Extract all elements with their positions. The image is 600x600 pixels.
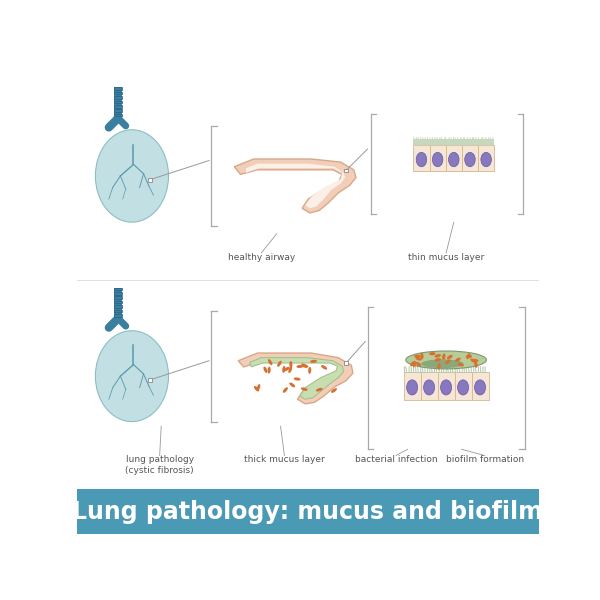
Ellipse shape <box>433 152 443 167</box>
Bar <box>114 92 122 94</box>
Text: biofilm formation: biofilm formation <box>446 455 524 464</box>
Ellipse shape <box>434 354 441 358</box>
Bar <box>413 145 430 172</box>
Bar <box>114 109 122 112</box>
Ellipse shape <box>416 362 421 367</box>
Bar <box>472 372 488 400</box>
Polygon shape <box>250 358 344 399</box>
Bar <box>114 287 122 290</box>
Ellipse shape <box>302 364 308 368</box>
Ellipse shape <box>440 380 452 395</box>
Ellipse shape <box>407 380 418 395</box>
Ellipse shape <box>437 363 440 370</box>
Bar <box>148 178 152 182</box>
Ellipse shape <box>442 353 445 360</box>
Ellipse shape <box>282 366 286 373</box>
Ellipse shape <box>414 355 421 358</box>
Bar <box>430 145 446 172</box>
Bar <box>114 88 122 118</box>
Ellipse shape <box>429 352 436 355</box>
Bar <box>344 169 348 172</box>
Bar <box>114 105 122 107</box>
Text: healthy airway: healthy airway <box>227 253 295 262</box>
Bar <box>404 372 421 400</box>
Ellipse shape <box>421 359 463 368</box>
Ellipse shape <box>310 360 317 363</box>
Text: thick mucus layer: thick mucus layer <box>244 455 325 464</box>
Ellipse shape <box>424 380 434 395</box>
Ellipse shape <box>458 380 469 395</box>
Ellipse shape <box>470 359 476 363</box>
Bar <box>446 145 462 172</box>
Ellipse shape <box>289 361 292 368</box>
Ellipse shape <box>95 331 169 422</box>
Ellipse shape <box>95 130 169 222</box>
Ellipse shape <box>294 377 301 380</box>
Ellipse shape <box>283 367 290 371</box>
Ellipse shape <box>316 388 323 392</box>
Bar <box>455 372 472 400</box>
Ellipse shape <box>472 359 478 362</box>
Ellipse shape <box>449 152 459 167</box>
Ellipse shape <box>254 386 259 391</box>
Text: thin mucus layer: thin mucus layer <box>408 253 484 262</box>
Ellipse shape <box>263 367 268 373</box>
Ellipse shape <box>466 355 472 358</box>
Ellipse shape <box>458 363 464 367</box>
Ellipse shape <box>445 359 451 364</box>
Ellipse shape <box>474 361 478 368</box>
Ellipse shape <box>406 351 487 369</box>
Bar <box>114 88 122 90</box>
Bar <box>344 361 348 365</box>
Ellipse shape <box>268 367 271 374</box>
Ellipse shape <box>455 358 461 362</box>
Polygon shape <box>246 164 345 208</box>
Ellipse shape <box>268 359 272 365</box>
Bar <box>114 305 122 308</box>
Bar <box>114 314 122 317</box>
Bar <box>114 114 122 116</box>
Ellipse shape <box>277 361 281 367</box>
Text: lung pathology
(cystic fibrosis): lung pathology (cystic fibrosis) <box>125 455 194 475</box>
Ellipse shape <box>481 152 491 167</box>
Ellipse shape <box>308 367 311 374</box>
Bar <box>114 96 122 99</box>
Ellipse shape <box>447 355 452 359</box>
Ellipse shape <box>283 387 288 393</box>
Bar <box>77 490 539 534</box>
Ellipse shape <box>321 365 327 370</box>
Ellipse shape <box>466 353 470 359</box>
Ellipse shape <box>465 152 475 167</box>
Bar <box>413 139 494 145</box>
Ellipse shape <box>296 365 304 368</box>
Ellipse shape <box>257 384 260 391</box>
Ellipse shape <box>475 380 485 395</box>
Bar <box>114 301 122 304</box>
Bar <box>462 145 478 172</box>
Bar <box>114 292 122 295</box>
Bar <box>421 372 437 400</box>
Bar <box>114 310 122 312</box>
Ellipse shape <box>289 367 292 373</box>
Bar <box>478 145 494 172</box>
Ellipse shape <box>331 388 337 393</box>
Ellipse shape <box>415 357 422 361</box>
Ellipse shape <box>301 364 307 368</box>
Bar <box>114 101 122 103</box>
Polygon shape <box>235 159 356 213</box>
Text: bacterial infection: bacterial infection <box>355 455 437 464</box>
Bar <box>148 378 152 382</box>
Bar <box>114 296 122 299</box>
Ellipse shape <box>434 358 441 362</box>
Ellipse shape <box>410 361 415 366</box>
Bar <box>114 287 122 319</box>
Ellipse shape <box>420 353 424 359</box>
Polygon shape <box>238 353 353 404</box>
Ellipse shape <box>301 388 308 391</box>
Ellipse shape <box>416 152 427 167</box>
Bar <box>437 372 455 400</box>
Ellipse shape <box>413 361 416 367</box>
Ellipse shape <box>289 383 295 388</box>
Text: Lung pathology: mucus and biofilm: Lung pathology: mucus and biofilm <box>72 500 543 524</box>
